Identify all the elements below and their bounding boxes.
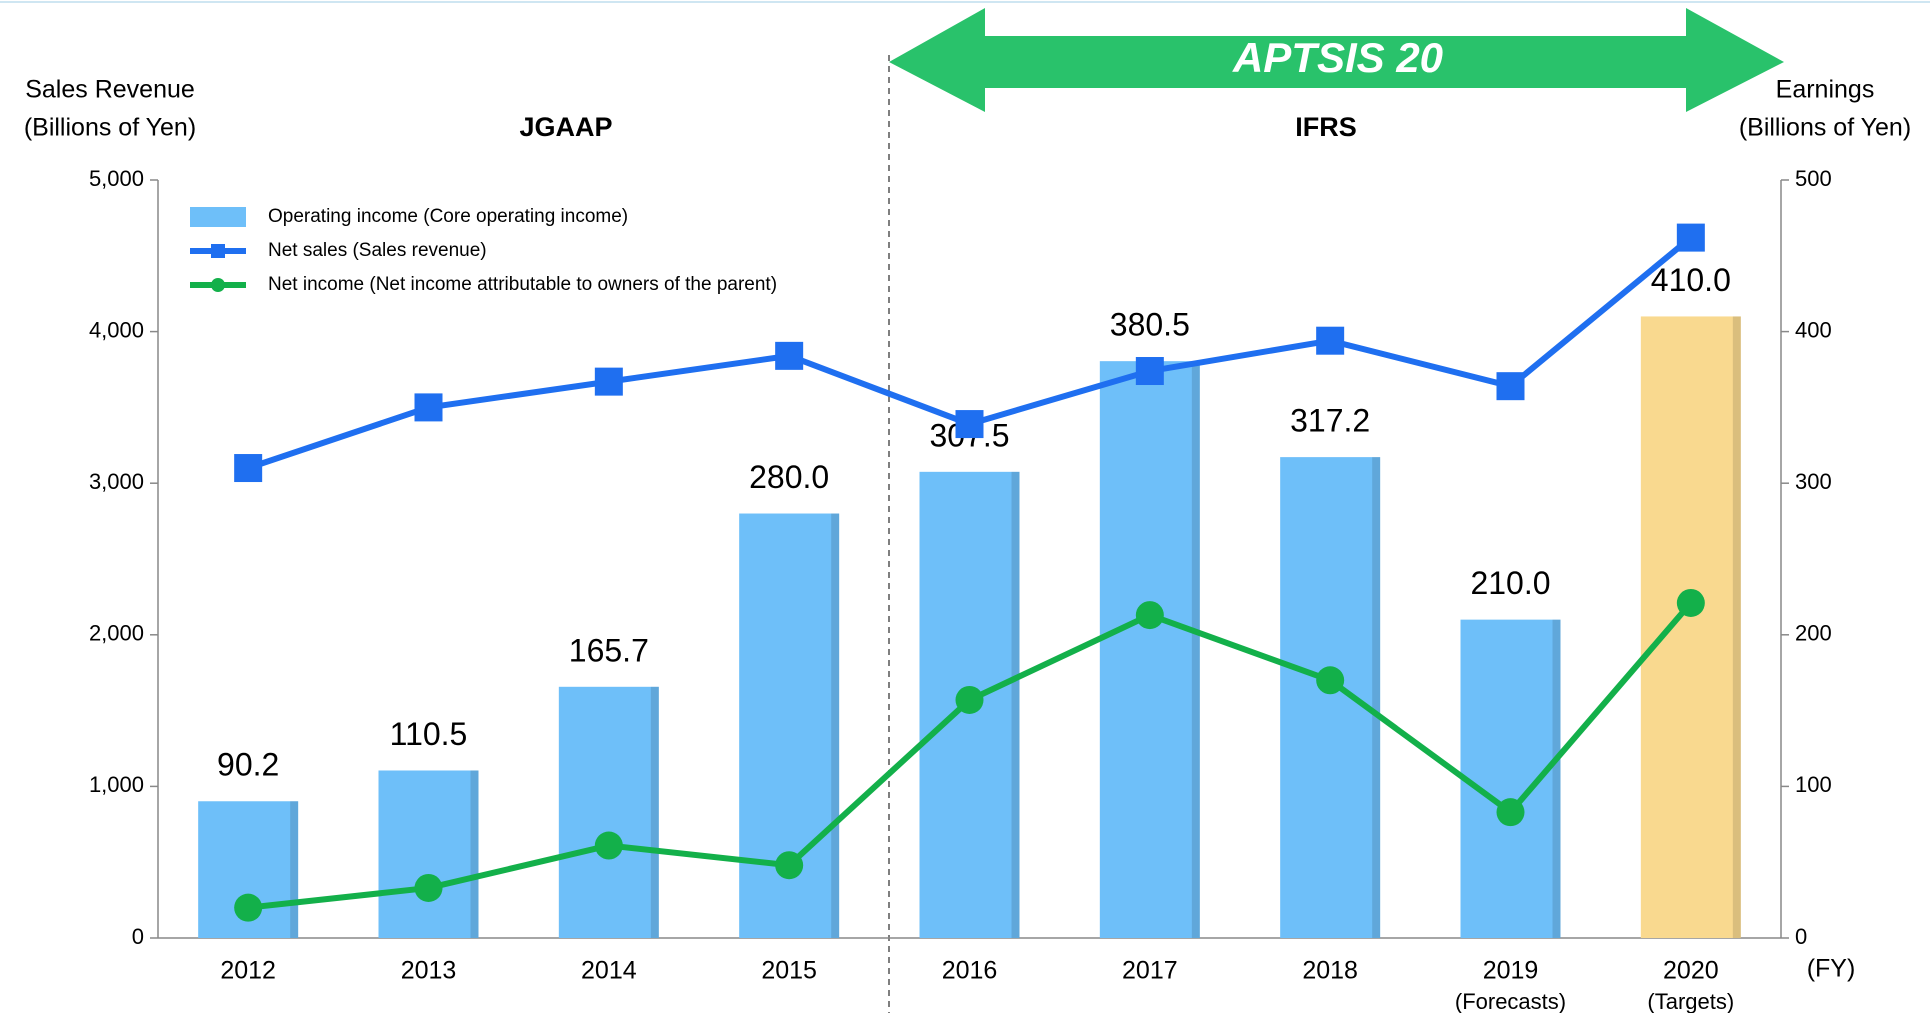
marker bbox=[594, 831, 623, 860]
legend-box bbox=[184, 178, 671, 330]
marker bbox=[1496, 798, 1525, 827]
y-tick-label: 0 bbox=[132, 924, 144, 949]
marker bbox=[234, 893, 263, 922]
y2-tick-label: 400 bbox=[1795, 317, 1832, 342]
data-label: 165.7 bbox=[569, 632, 649, 668]
legend-label: Net sales (Sales revenue) bbox=[268, 240, 487, 261]
data-label: 280.0 bbox=[749, 459, 829, 495]
x-tick-label: 2016 bbox=[942, 957, 998, 985]
marker bbox=[1135, 601, 1164, 630]
marker bbox=[1316, 326, 1345, 355]
y-tick-label: 2,000 bbox=[89, 621, 144, 646]
legend-label: Operating income (Core operating income) bbox=[268, 206, 628, 227]
y-tick-label: 4,000 bbox=[89, 317, 144, 342]
marker bbox=[1135, 357, 1164, 386]
x-unit: (FY) bbox=[1807, 955, 1856, 983]
marker bbox=[1676, 223, 1705, 252]
data-label: 110.5 bbox=[390, 716, 468, 752]
data-label: 317.2 bbox=[1290, 403, 1370, 439]
marker bbox=[1316, 666, 1345, 695]
marker bbox=[1676, 588, 1705, 617]
x-tick-label: 2019 bbox=[1483, 957, 1539, 985]
x-tick-label: 2013 bbox=[401, 957, 457, 985]
marker bbox=[234, 454, 263, 483]
y2-label: (Billions of Yen) bbox=[1739, 114, 1911, 142]
x-tick-label: 2015 bbox=[761, 957, 817, 985]
data-label: 210.0 bbox=[1470, 565, 1550, 601]
legend-swatch bbox=[190, 207, 246, 227]
data-label: 410.0 bbox=[1651, 262, 1731, 298]
legend-label: Net income (Net income attributable to o… bbox=[268, 274, 777, 295]
bar-edge bbox=[1552, 619, 1561, 938]
region-label: JGAAP bbox=[519, 112, 612, 142]
marker bbox=[1496, 372, 1525, 401]
x-tick-note: (Forecasts) bbox=[1455, 989, 1566, 1013]
x-tick-label: 2020 bbox=[1663, 957, 1719, 985]
x-tick-label: 2014 bbox=[581, 957, 637, 985]
marker bbox=[594, 367, 623, 396]
x-tick-label: 2012 bbox=[220, 957, 276, 985]
y2-tick-label: 0 bbox=[1795, 924, 1807, 949]
bar bbox=[1280, 457, 1381, 938]
y-tick-label: 1,000 bbox=[89, 772, 144, 797]
bar-edge bbox=[470, 770, 479, 938]
marker bbox=[775, 341, 804, 370]
x-tick-note: (Targets) bbox=[1647, 989, 1734, 1013]
bar-edge bbox=[1011, 471, 1020, 938]
x-tick-label: 2017 bbox=[1122, 957, 1178, 985]
marker bbox=[414, 393, 443, 422]
y-tick-label: 3,000 bbox=[89, 469, 144, 494]
bar bbox=[558, 686, 659, 938]
bar-edge bbox=[1191, 361, 1200, 938]
bar bbox=[1099, 361, 1200, 938]
y2-label: Earnings bbox=[1776, 76, 1875, 104]
banner-text: APTSIS 20 bbox=[1232, 34, 1443, 81]
data-label: 380.5 bbox=[1110, 307, 1190, 343]
region-label: IFRS bbox=[1295, 112, 1357, 142]
bar bbox=[378, 770, 479, 938]
legend-marker bbox=[211, 278, 225, 292]
y-tick-label: 5,000 bbox=[89, 166, 144, 191]
marker bbox=[955, 410, 984, 439]
y-label: (Billions of Yen) bbox=[24, 114, 196, 142]
bar bbox=[1640, 316, 1741, 938]
y-label: Sales Revenue bbox=[25, 76, 195, 104]
bar-edge bbox=[290, 801, 299, 938]
y2-tick-label: 100 bbox=[1795, 772, 1832, 797]
y2-tick-label: 200 bbox=[1795, 621, 1832, 646]
bar-edge bbox=[831, 513, 840, 938]
legend-marker bbox=[211, 244, 225, 258]
bar-edge bbox=[1372, 457, 1381, 938]
x-tick-label: 2018 bbox=[1302, 957, 1358, 985]
bar-edge bbox=[1732, 316, 1741, 938]
marker bbox=[775, 851, 804, 880]
y2-tick-label: 500 bbox=[1795, 166, 1832, 191]
marker bbox=[414, 873, 443, 902]
marker bbox=[955, 685, 984, 714]
bar bbox=[1460, 619, 1561, 938]
banner-arrow bbox=[889, 8, 1784, 112]
data-label: 90.2 bbox=[217, 747, 279, 783]
y2-tick-label: 300 bbox=[1795, 469, 1832, 494]
bar-edge bbox=[650, 686, 659, 938]
